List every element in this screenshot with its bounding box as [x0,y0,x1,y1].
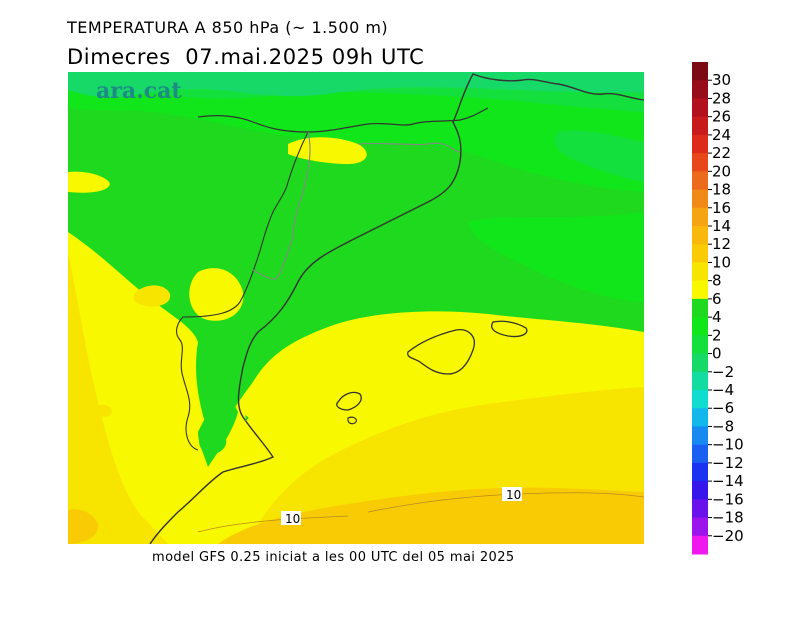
legend-swatch [692,462,708,482]
legend-tick-label: −8 [712,417,734,435]
field-cool-patch [199,431,227,455]
legend-tick-labels: 302826242220181614121086420−2−4−6−8−10−1… [712,71,744,545]
legend-swatch [692,244,708,263]
legend-swatch [692,62,708,81]
legend-tick-label: 18 [712,181,731,199]
field-2-4 [68,72,644,192]
legend-swatch [692,499,708,519]
legend-swatch [692,335,708,355]
legend-swatch [692,171,708,191]
legend-swatch [692,134,708,154]
island-ibiza [336,391,362,411]
field-warm-spot-2 [96,404,112,417]
legend-tick-label: 24 [712,126,731,144]
field-warm-spot-3 [86,447,108,471]
field-warm-spot-1 [133,285,171,307]
legend-tick-label: −16 [712,490,744,508]
island-formentera [347,416,357,425]
legend-tick-label: −20 [712,527,744,545]
contour-label-box [502,487,522,501]
legend-swatch [692,189,708,209]
legend-swatch [692,80,708,99]
legend-swatch [692,408,708,427]
legend-swatch [692,444,708,464]
legend-swatch [692,535,708,555]
legend-tick-label: 10 [712,253,731,271]
model-credit: model GFS 0.25 iniciat a les 00 UTC del … [152,550,515,565]
legend-tick-label: −10 [712,436,744,454]
legend-tick-label: −14 [712,472,744,490]
legend-swatch [692,426,708,446]
legend-tick-label: 0 [712,345,722,363]
legend-tick-label: −2 [712,363,734,381]
legend-tick-label: 22 [712,144,731,162]
field-2-4-se [468,212,644,302]
legend-swatch [692,207,708,227]
legend-color-bar [692,62,712,555]
legend-tick-label: 30 [712,71,731,89]
legend-tick-label: 4 [712,308,722,326]
legend-swatch [692,98,708,118]
contour-label-10-east: 10 [506,488,521,502]
legend-swatch [692,317,708,336]
border-catalonia-regional [252,131,311,280]
legend-swatch [692,390,708,409]
map-title: TEMPERATURA A 850 hPa (~ 1.500 m) [67,18,389,37]
legend-swatch [692,371,708,391]
field-warm-patch-2 [68,171,110,193]
legend-tick-label: −6 [712,399,734,417]
legend-swatch [692,298,708,318]
island-menorca [491,320,528,338]
field-8-10 [68,252,168,544]
legend-swatch [692,153,708,172]
legend-tick-label: 26 [712,108,731,126]
legend-swatch [692,116,708,136]
temperature-legend: 302826242220181614121086420−2−4−6−8−10−1… [692,62,744,555]
legend-swatch [692,262,708,282]
legend-swatch [692,481,708,500]
field-10-12-west [68,509,99,544]
border-france [197,107,489,133]
legend-tick-label: 16 [712,199,731,217]
contour-line-10-south [197,515,349,533]
field-10-12 [218,487,644,544]
field-warm-patch-1 [288,137,367,164]
border-aragon [176,131,309,451]
legend-swatch [692,280,708,300]
island-columbretes [245,414,249,422]
legend-tick-label: 20 [712,162,731,180]
legend-swatch [692,353,708,373]
legend-tick-label: −18 [712,509,744,527]
contour-label-box [281,511,301,525]
field-4-6-inlet [189,268,244,321]
legend-tick-label: 6 [712,290,722,308]
contour-label-10-south: 10 [285,512,300,526]
field-0-2-ne [554,130,644,182]
legend-tick-label: 2 [712,326,722,344]
ara-cat-logo: ara.cat [96,78,182,104]
map-date: Dimecres 07.mai.2025 09h UTC [67,45,425,69]
legend-tick-label: −4 [712,381,734,399]
coastline [149,73,644,544]
legend-tick-label: 12 [712,235,731,253]
field-minus2-0 [68,72,644,98]
legend-tick-label: 14 [712,217,731,235]
legend-swatch [692,226,708,245]
temperature-map: 10 10 ara.cat [68,72,644,544]
legend-tick-label: 8 [712,272,722,290]
legend-tick-label: 28 [712,89,731,107]
island-mallorca [407,329,475,375]
border-andorra [357,142,461,153]
legend-swatch [692,517,708,537]
legend-tick-label: −12 [712,454,744,472]
